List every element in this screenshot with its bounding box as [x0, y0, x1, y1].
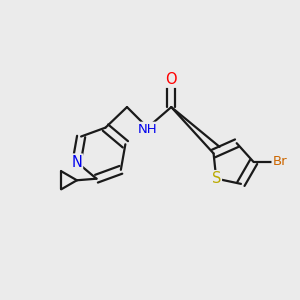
Text: O: O	[165, 72, 177, 87]
Text: N: N	[71, 154, 82, 169]
Text: NH: NH	[138, 123, 158, 136]
Text: Br: Br	[272, 155, 287, 169]
Text: S: S	[212, 171, 221, 186]
